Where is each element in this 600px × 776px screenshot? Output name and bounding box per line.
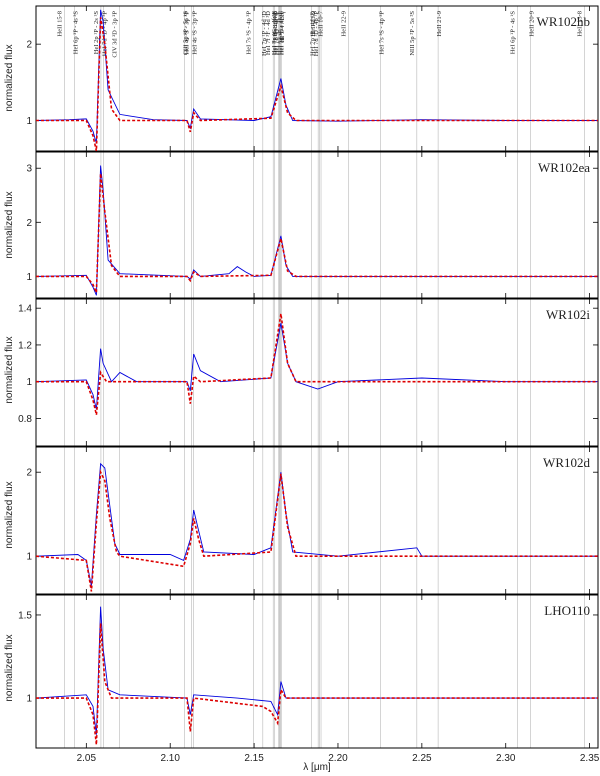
- line-id-label: HeI 7d ³D - 4p ³P: [101, 11, 108, 57]
- panel-frame: [35, 594, 599, 749]
- line-id-label: HeI 7d ³D - 4f ³F: [279, 11, 286, 56]
- y-axis-label-1: normalized flux: [4, 44, 15, 111]
- y-tick-label: 3: [26, 164, 32, 175]
- y-tick-label: 1.5: [18, 610, 32, 621]
- panel-1: 1 2 WR102hb: [26, 5, 599, 152]
- panel-3: 0.8 1 1.2 1.4 WR102i: [18, 298, 599, 447]
- observed-spectrum: [35, 322, 598, 410]
- line-id-label: NIII 5p ²P - 5s ²S: [409, 11, 416, 56]
- y-tick-label: 1: [26, 377, 32, 388]
- y-tick-label: 1.4: [18, 304, 32, 315]
- panel-frame: [35, 151, 599, 299]
- y-axis-label-5: normalized flux: [4, 634, 15, 701]
- y-tick-label: 1: [26, 272, 32, 283]
- line-id-label: HeI 7f ³F - 4d ³D: [265, 11, 272, 55]
- panel-title: WR102ea: [538, 160, 590, 175]
- line-id-label: HeII 13-8: [577, 11, 584, 36]
- observed-spectrum: [35, 165, 598, 296]
- line-id-label: CIII 5p ¹P - 5s ¹S: [182, 11, 189, 56]
- x-tick-label: 2.30: [496, 753, 516, 764]
- line-id-markers: [64, 6, 585, 748]
- line-id-label: HeII 23-9: [310, 11, 317, 36]
- line-id-label: CIV 3d ²D - 3p ²P: [112, 11, 119, 58]
- y-tick-label: 1.2: [18, 340, 32, 351]
- line-id-label: HeI 2p ¹P - 2s ¹S: [93, 11, 100, 55]
- line-id-label: HeII 22-9: [341, 11, 348, 36]
- model-spectrum: [36, 17, 598, 152]
- line-id-label: HeI 7d ¹D - 4f ¹F: [273, 11, 280, 56]
- model-spectrum: [36, 623, 598, 745]
- y-tick-label: 1: [26, 116, 32, 127]
- line-id-label: HeII 14-8: [272, 11, 279, 36]
- panel-2: 1 2 3 WR102ea: [26, 151, 599, 299]
- line-id-label: HeI 7s ³S - 4p ³P: [246, 11, 253, 55]
- panel-frame: [35, 298, 599, 447]
- panel-title: WR102hb: [537, 14, 590, 29]
- line-id-labels: HeII 15-8 HeI 6p ³P - 4s ³S HeI 2p ¹P - 2s…: [57, 10, 584, 57]
- line-id-label: HeI 7p ¹P - 4d ¹D: [261, 11, 268, 56]
- panel-4: 1 2 WR102d: [26, 446, 599, 595]
- x-axis-label: λ [μm]: [303, 762, 331, 773]
- line-id-label: HeI 7p ¹P - 4d ¹D: [310, 11, 317, 56]
- observed-spectrum: [35, 606, 598, 735]
- y-tick-label: 2: [26, 218, 32, 229]
- y-axis-label-2: normalized flux: [4, 191, 15, 258]
- y-tick-label: 0.8: [18, 414, 32, 425]
- panel-title: LHO110: [544, 603, 590, 618]
- line-id-label: HeII 21-9: [436, 11, 443, 36]
- x-tick-label: 2.35: [580, 753, 600, 764]
- panel-frame: [35, 446, 599, 595]
- panel-frame: [35, 5, 599, 152]
- y-axis-label-4: normalized flux: [4, 481, 15, 548]
- model-spectrum: [36, 313, 598, 415]
- x-tick-label: 2.25: [412, 753, 432, 764]
- model-spectrum: [36, 173, 598, 293]
- panel-5: 1 1.5 LHO110: [18, 594, 599, 749]
- line-id-label: HeII 20-9: [528, 11, 535, 36]
- line-id-label: HeI 7f ¹F - 4d ¹D: [273, 11, 280, 55]
- line-id-label: HeI 7g ¹G - 4f ¹F: [278, 11, 285, 56]
- line-id-label: HeII 15-8: [57, 11, 64, 36]
- line-id-label: HeI 4s ³S - 3p ³P: [183, 11, 190, 55]
- y-tick-label: 2: [26, 40, 32, 51]
- line-id-label: HeI 6p ¹P - 4s ¹S: [509, 11, 516, 55]
- line-id-label: HeI 7g ³G - 4f ³F: [271, 11, 278, 56]
- model-spectrum: [35, 469, 598, 592]
- y-tick-label: 1: [26, 694, 32, 705]
- line-id-label: HeII 10-7: [318, 10, 325, 36]
- line-id-label: HeI 7s ³S - 4p ³P: [378, 11, 385, 55]
- x-tick-label: 2.10: [160, 753, 180, 764]
- y-tick-label: 2: [26, 468, 32, 479]
- y-axis-label-3: normalized flux: [4, 336, 15, 403]
- line-id-label: HeI 7d ¹D - 4p ¹P: [313, 11, 320, 57]
- panel-title: WR102d: [543, 455, 590, 470]
- x-tick-label: 2.15: [244, 753, 264, 764]
- spectrum-panels: 1 2 WR102hb 1 2 3 WR102ea 0.8 1 1.2 1.4 WR102i 1 2 WR1…: [18, 5, 600, 764]
- line-id-label: HeI 4s ¹S - 3p ¹P: [191, 11, 198, 55]
- panel-title: WR102i: [546, 307, 590, 322]
- line-id-label: HeI 6p ³P - 4s ³S: [73, 11, 80, 55]
- x-tick-label: 2.20: [328, 753, 348, 764]
- y-tick-label: 1: [26, 552, 32, 563]
- observed-spectrum: [35, 462, 598, 586]
- line-id-label: HI 7-4 / Brγ: [279, 11, 286, 43]
- x-tick-label: 2.05: [77, 753, 97, 764]
